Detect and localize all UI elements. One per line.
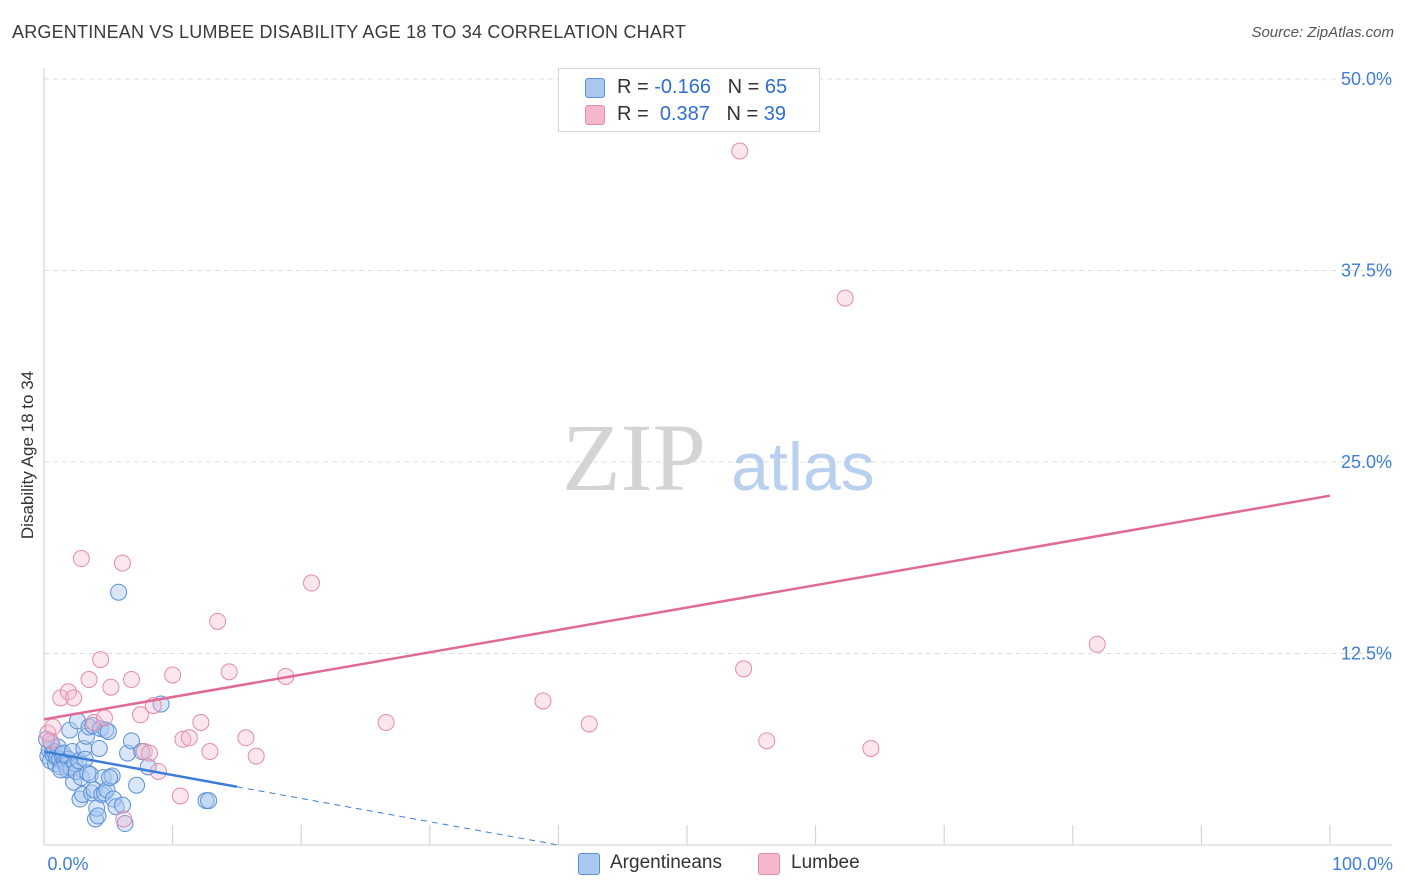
gridlines [44, 78, 1392, 654]
argentinean-point [99, 723, 117, 741]
lumbee-point [80, 671, 98, 689]
argentinean-point [122, 732, 140, 750]
lumbee-point [92, 651, 110, 669]
lumbee-point [180, 729, 198, 747]
watermark: ZIP atlas [562, 404, 875, 511]
lumbee-point [85, 713, 103, 731]
lumbee-point [237, 729, 255, 747]
lumbee-point [102, 678, 120, 696]
argentinean-point [128, 776, 146, 794]
r-value: 0.387 [659, 103, 710, 125]
argentinean-point [200, 792, 218, 810]
lumbee-point [580, 715, 598, 733]
argentineans-swatch [585, 78, 605, 98]
argentinean-point [103, 767, 121, 785]
argentinean-point [113, 796, 131, 814]
y-axis-title: Disability Age 18 to 34 [18, 370, 37, 540]
lumbee-point [302, 574, 320, 592]
correlation-legend: R = -0.166 N = 65 R = 0.387 N = 39 [558, 68, 820, 132]
argentineans-trend-extension [236, 786, 559, 846]
lumbee-point [1088, 635, 1106, 653]
y-tick-label: 37.5% [1341, 261, 1392, 281]
legend-row-text: R = -0.166 N = 65 [617, 76, 787, 99]
lumbee-point [377, 713, 395, 731]
lumbee-point [113, 554, 131, 572]
n-value: 65 [764, 76, 788, 98]
legend-label: Argentineans [610, 852, 722, 873]
x-tick-label: 100.0% [1332, 854, 1393, 874]
x-tick-label: 0.0% [47, 854, 88, 874]
lumbee-swatch [758, 853, 780, 875]
argentinean-point [52, 761, 70, 779]
lumbee-point [534, 692, 552, 710]
tick-labels: 12.5% 25.0% 37.5% 50.0% 0.0% 100.0% [47, 69, 1393, 874]
lumbee-point [731, 142, 749, 160]
y-tick-label: 12.5% [1341, 644, 1392, 664]
argentineans-trend-line [43, 750, 238, 789]
lumbee-point [836, 289, 854, 307]
lumbee-point [140, 744, 158, 762]
argentinean-point [79, 764, 97, 782]
r-label: R = [617, 76, 649, 98]
chart-title: ARGENTINEAN VS LUMBEE DISABILITY AGE 18 … [12, 22, 687, 42]
watermark-zip: ZIP [562, 404, 706, 511]
lumbee-point [247, 747, 265, 765]
axes [43, 68, 1392, 846]
lumbee-point [164, 666, 182, 684]
lumbee-point [220, 663, 238, 681]
legend-row-text: R = 0.387 N = 39 [617, 103, 786, 126]
y-tick-label: 25.0% [1341, 452, 1392, 472]
argentinean-point [86, 810, 104, 828]
argentinean-point [95, 784, 113, 802]
argentinean-point [89, 807, 107, 825]
lumbee-swatch [585, 105, 605, 125]
lumbee-point [758, 732, 776, 750]
n-label: N = [726, 103, 759, 125]
lumbee-point [209, 612, 227, 630]
lumbee-point [171, 787, 189, 805]
lumbee-point [44, 718, 62, 736]
watermark-atlas: atlas [731, 429, 875, 505]
argentinean-point [101, 769, 119, 787]
n-label: N = [727, 76, 760, 98]
lumbee-point [115, 810, 133, 828]
lumbee-point [174, 730, 192, 748]
lumbee-point [131, 706, 149, 724]
argentinean-point [110, 583, 128, 601]
source-label: Source: ZipAtlas.com [1251, 24, 1394, 41]
lumbee-point [862, 739, 880, 757]
lumbee-point [122, 671, 140, 689]
y-tick-label: 50.0% [1341, 69, 1392, 89]
lumbee-trend-line [43, 494, 1331, 721]
trend-lines [43, 494, 1331, 846]
r-value: -0.166 [654, 76, 711, 98]
r-label: R = [617, 103, 649, 125]
lumbee-point [735, 660, 753, 678]
legend-label: Lumbee [791, 852, 860, 873]
argentinean-point [90, 739, 108, 757]
lumbee-point [41, 732, 59, 750]
data-points [38, 142, 1106, 833]
argentineans-swatch [578, 853, 600, 875]
argentinean-point [107, 798, 125, 816]
lumbee-point [192, 713, 210, 731]
n-value: 39 [763, 103, 787, 125]
lumbee-point [201, 743, 219, 761]
lumbee-point [95, 709, 113, 727]
lumbee-point [72, 550, 90, 568]
lumbee-point [65, 689, 83, 707]
